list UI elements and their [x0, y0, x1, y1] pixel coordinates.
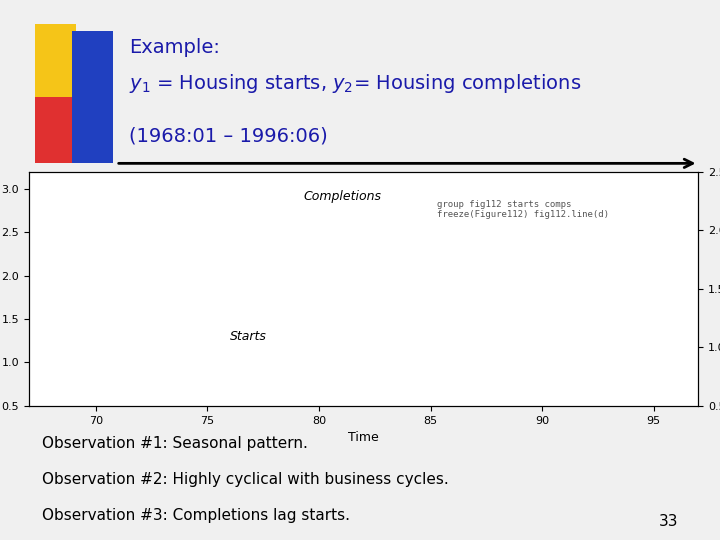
Text: 33: 33: [659, 514, 678, 529]
Text: Example:: Example:: [130, 38, 220, 57]
FancyBboxPatch shape: [35, 24, 76, 97]
X-axis label: Time: Time: [348, 431, 379, 444]
Text: Observation #1: Seasonal pattern.: Observation #1: Seasonal pattern.: [42, 436, 308, 451]
Text: Starts: Starts: [230, 330, 266, 343]
Text: (1968:01 – 1996:06): (1968:01 – 1996:06): [130, 126, 328, 146]
Text: Completions: Completions: [303, 190, 382, 203]
FancyBboxPatch shape: [72, 31, 112, 171]
Text: Observation #2: Highly cyclical with business cycles.: Observation #2: Highly cyclical with bus…: [42, 472, 449, 487]
Text: group fig112 starts comps
freeze(Figure112) fig112.line(d): group fig112 starts comps freeze(Figure1…: [437, 200, 609, 219]
Text: $y_1$ = Housing starts, $y_2$= Housing completions: $y_1$ = Housing starts, $y_2$= Housing c…: [130, 72, 582, 95]
Text: Observation #3: Completions lag starts.: Observation #3: Completions lag starts.: [42, 508, 350, 523]
FancyBboxPatch shape: [35, 97, 76, 171]
